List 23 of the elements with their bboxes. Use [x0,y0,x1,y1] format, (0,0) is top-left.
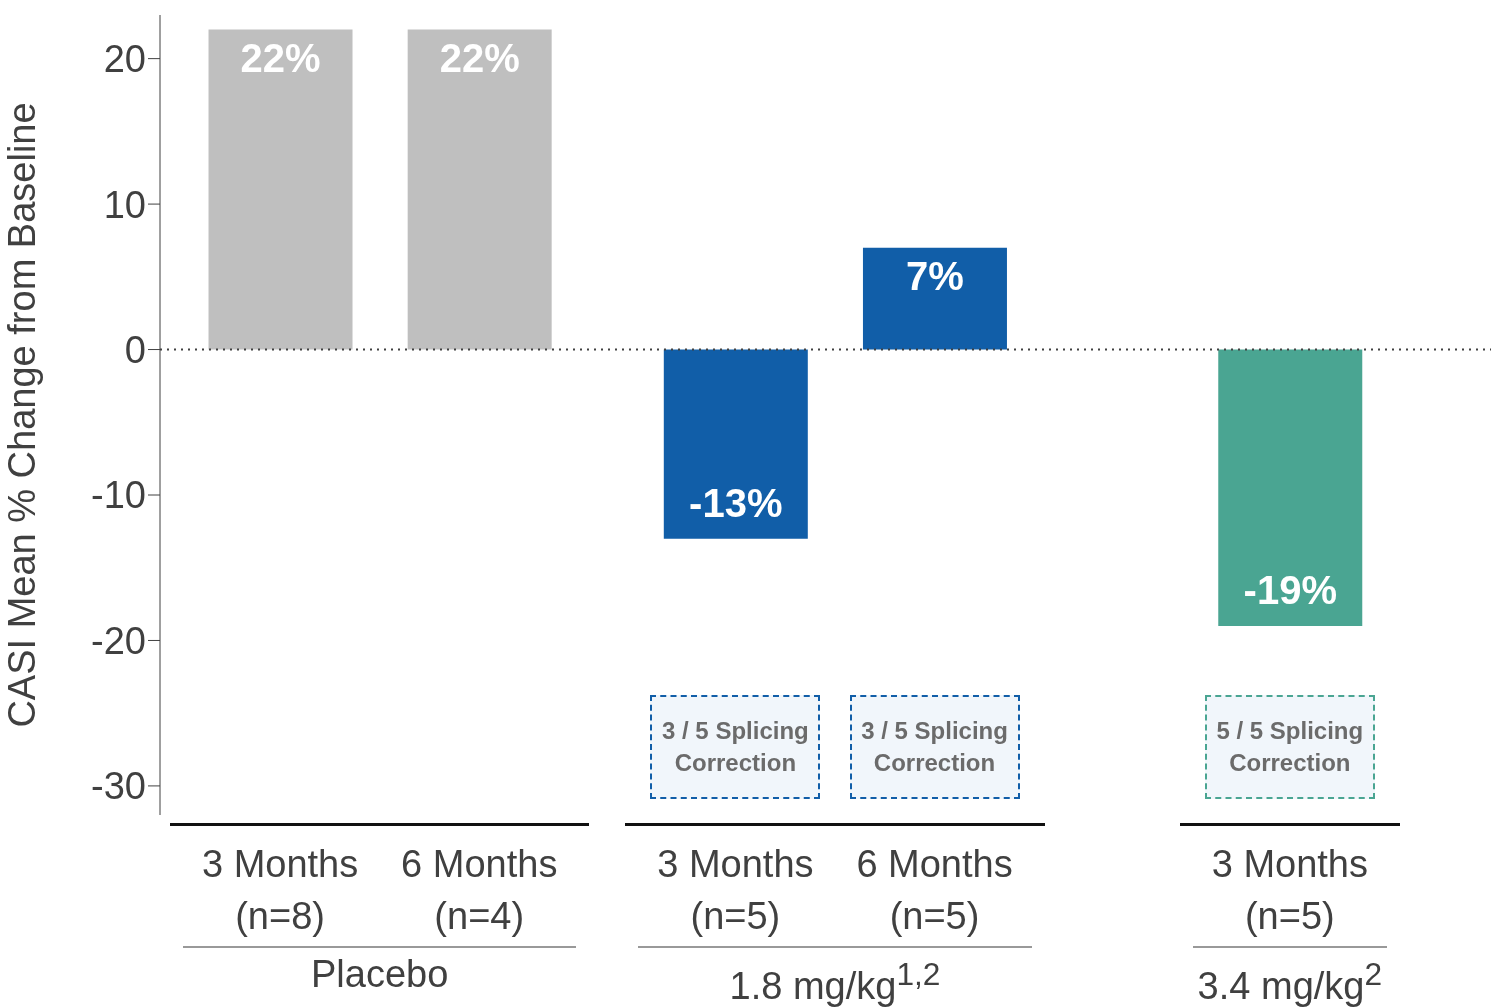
y-tick-label: 20 [103,38,146,81]
x-tick-label: 3 Months (n=5) [656,842,815,939]
x-tick-label: 3 Months (n=8) [200,842,360,939]
y-axis-title: CASI Mean % Change from Baseline [1,102,44,728]
text: Placebo [310,952,450,996]
y-tick-label: 10 [103,183,146,226]
text: 1.8 mg/kg$^{1,2}$ [728,955,942,1007]
data-label: -19% [1243,567,1337,612]
y-tick-label: 0 [124,329,146,372]
data-label: 22% [240,35,321,80]
annotation: 3 / 5 Splicing Correction [860,715,1009,778]
x-tick-label: 6 Months (n=4) [400,842,559,939]
annotation: 5 / 5 Splicing Correction [1215,715,1365,778]
x-tick-label: 3 Months (n=5) [1210,842,1369,939]
data-label: 7% [906,253,964,298]
y-tick-label: -20 [91,619,146,662]
text: 3.4 mg/kg$^{2}$ [1196,955,1384,1007]
y-tick-label: -10 [91,474,146,517]
data-label: -13% [689,480,783,525]
data-label: 22% [439,35,520,80]
x-tick-label: 6 Months (n=5) [855,842,1014,939]
y-tick-label: -30 [91,765,146,808]
annotation: 3 / 5 Splicing Correction [661,715,810,778]
